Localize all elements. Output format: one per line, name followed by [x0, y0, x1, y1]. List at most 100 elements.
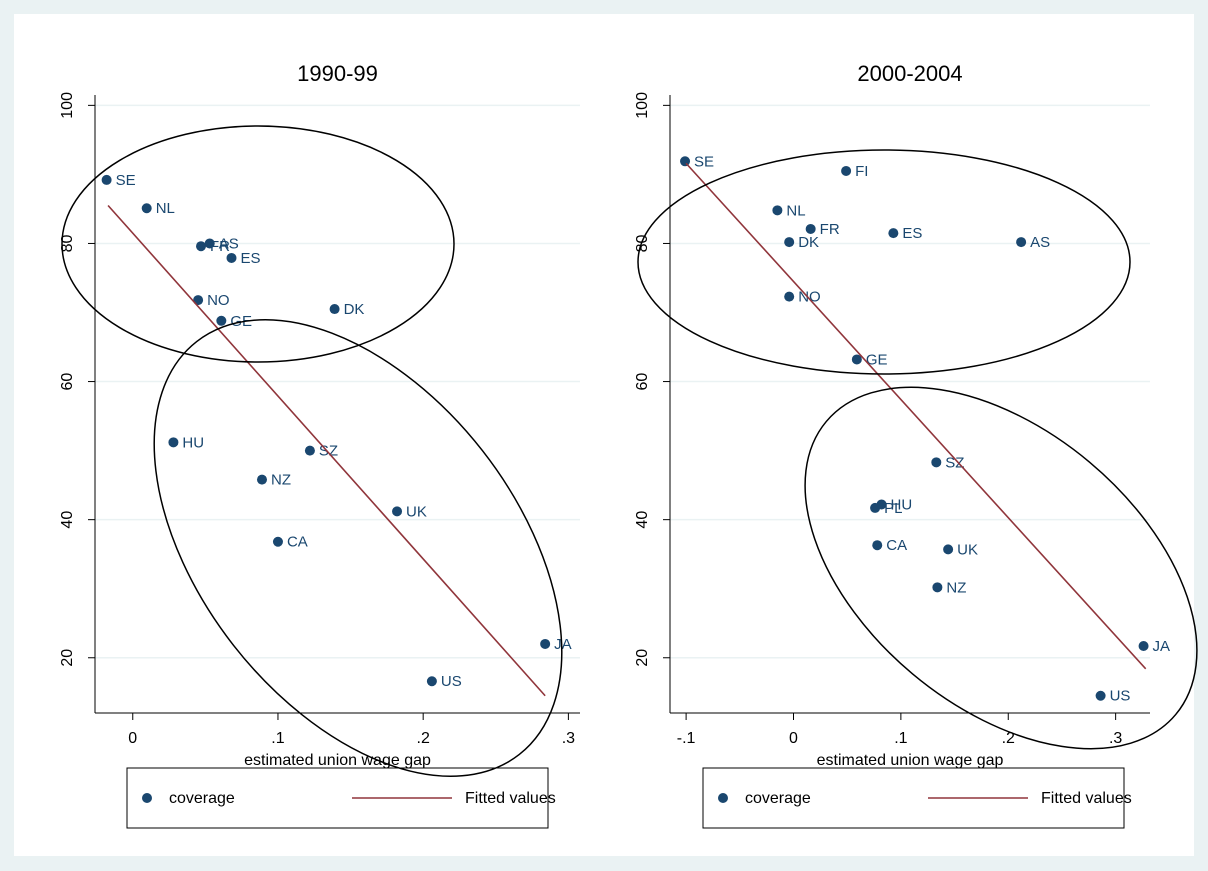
- legend-marker: [142, 793, 152, 803]
- legend-label: Fitted values: [1041, 790, 1132, 807]
- point-label: US: [1110, 688, 1131, 705]
- point-label: SE: [116, 172, 136, 189]
- y-tick-label: 20: [59, 649, 76, 667]
- x-axis-label: estimated union wage gap: [244, 752, 431, 769]
- point: [851, 354, 862, 365]
- point-label: NZ: [946, 579, 966, 596]
- point-label: JA: [554, 636, 572, 653]
- point-label: DK: [344, 301, 365, 318]
- legend-label: coverage: [169, 790, 235, 807]
- point: [872, 540, 883, 551]
- point: [680, 156, 691, 167]
- ellipse: [153, 319, 563, 777]
- point-label: CA: [287, 534, 308, 551]
- y-tick-label: 60: [59, 373, 76, 391]
- y-tick-label: 60: [634, 373, 651, 391]
- point-label: HU: [891, 496, 913, 513]
- legend-box: [126, 767, 549, 829]
- y-tick-label: 80: [634, 234, 651, 252]
- ellipse: [637, 149, 1131, 375]
- x-tick-label: .3: [1109, 730, 1122, 747]
- point: [931, 457, 942, 468]
- point: [216, 315, 227, 326]
- chart-title: 1990-99: [297, 61, 378, 86]
- y-tick-label: 100: [59, 92, 76, 119]
- point-label: CA: [886, 537, 907, 554]
- fitted-line: [685, 162, 1147, 670]
- point: [943, 544, 954, 555]
- point: [226, 252, 237, 263]
- x-axis-label: estimated union wage gap: [817, 752, 1004, 769]
- point: [141, 203, 152, 214]
- x-tick-label: -.1: [677, 730, 696, 747]
- y-tick-label: 20: [634, 649, 651, 667]
- plot-region: [95, 95, 580, 713]
- point: [329, 304, 340, 315]
- point-label: PL: [884, 500, 902, 517]
- point-label: FR: [820, 221, 840, 238]
- point-label: FR: [210, 238, 230, 255]
- point: [272, 536, 283, 547]
- point-label: NO: [207, 292, 230, 309]
- x-tick-label: .1: [271, 730, 284, 747]
- x-tick-label: .2: [1002, 730, 1015, 747]
- point-label: GE: [866, 351, 888, 368]
- point-label: DK: [798, 234, 819, 251]
- point-label: FI: [855, 163, 868, 180]
- legend-label: Fitted values: [465, 790, 556, 807]
- point: [784, 237, 795, 248]
- point: [426, 676, 437, 687]
- ellipse: [804, 386, 1198, 750]
- point: [805, 223, 816, 234]
- point: [256, 474, 267, 485]
- point-label: ES: [902, 225, 922, 242]
- x-tick-label: .2: [417, 730, 430, 747]
- fitted-line: [107, 204, 546, 697]
- point: [932, 582, 943, 593]
- point: [196, 241, 207, 252]
- legend-label: coverage: [745, 790, 811, 807]
- point-label: AS: [1030, 234, 1050, 251]
- y-tick-label: 80: [59, 234, 76, 252]
- y-tick-label: 100: [634, 92, 651, 119]
- point: [1095, 690, 1106, 701]
- point-label: NL: [786, 202, 805, 219]
- point: [772, 205, 783, 216]
- chart-title: 2000-2004: [857, 61, 962, 86]
- point: [540, 638, 551, 649]
- point-label: UK: [406, 503, 427, 520]
- point-label: SE: [694, 153, 714, 170]
- point-label: JA: [1153, 638, 1171, 655]
- point: [1138, 641, 1149, 652]
- point: [841, 165, 852, 176]
- point: [1016, 237, 1027, 248]
- point: [888, 228, 899, 239]
- y-tick-label: 40: [59, 511, 76, 529]
- plots: 1990-99 20 40 60 80 100 0 .1 .2 .3 estimated union…: [59, 61, 1171, 829]
- point: [304, 445, 315, 456]
- point-label: UK: [957, 541, 978, 558]
- point-label: AS: [219, 235, 239, 252]
- point-label: HU: [182, 434, 204, 451]
- point-label: ES: [240, 250, 260, 267]
- plot-region: [670, 95, 1150, 713]
- point-label: NZ: [271, 472, 291, 489]
- point-label: NL: [156, 200, 175, 217]
- legend-marker: [718, 793, 728, 803]
- y-tick-label: 40: [634, 511, 651, 529]
- legend-box: [702, 767, 1125, 829]
- x-tick-label: 0: [128, 730, 137, 747]
- ellipse: [61, 125, 455, 363]
- point-label: SZ: [945, 454, 964, 471]
- point: [101, 174, 112, 185]
- point: [876, 499, 887, 510]
- point: [392, 506, 403, 517]
- point: [784, 291, 795, 302]
- point-label: US: [441, 673, 462, 690]
- point: [204, 238, 215, 249]
- x-tick-label: .1: [894, 730, 907, 747]
- point: [168, 437, 179, 448]
- ellipses: [61, 125, 1198, 777]
